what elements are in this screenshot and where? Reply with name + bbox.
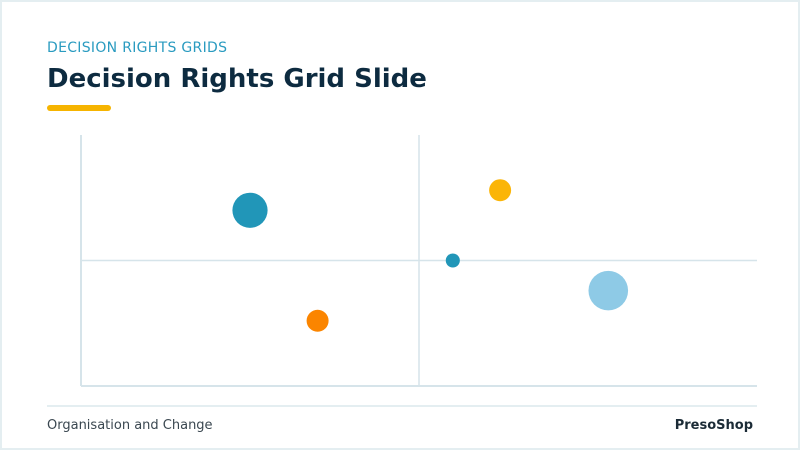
footer-brand: PresoShop [674,418,753,433]
scatter-point-2 [306,309,329,332]
scatter-point-4 [445,253,460,268]
section-kicker: DECISION RIGHTS GRIDS [47,40,228,56]
chart-axes [80,135,757,387]
scatter-point-3 [489,179,512,202]
footer-divider [47,405,757,407]
slide-title: Decision Rights Grid Slide [47,64,427,94]
chart-points [232,179,629,332]
footer-section-label: Organisation and Change [47,418,213,433]
scatter-point-1 [232,192,268,228]
title-accent-bar [47,105,111,111]
scatter-point-5 [588,270,629,311]
